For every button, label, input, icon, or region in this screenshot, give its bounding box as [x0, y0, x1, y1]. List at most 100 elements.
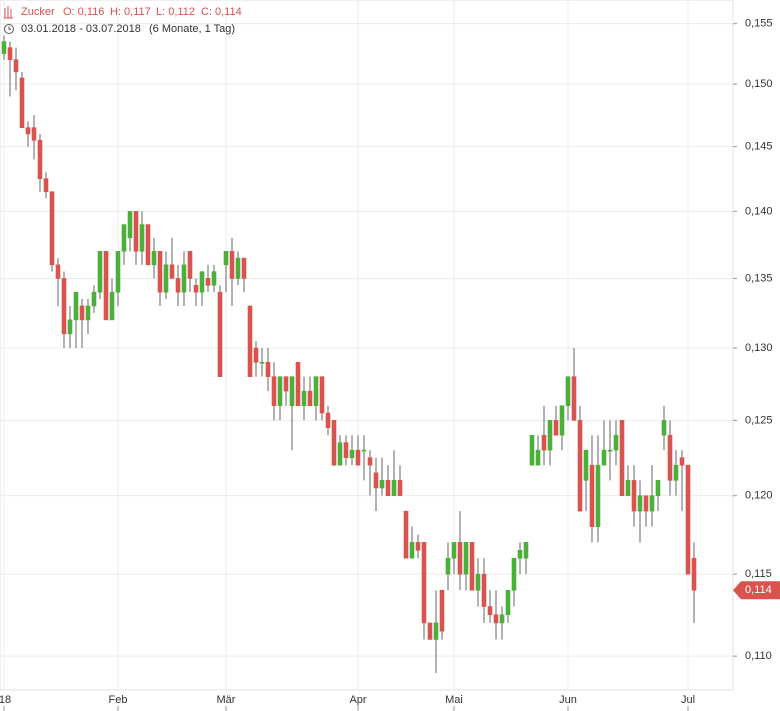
candle	[409, 526, 415, 559]
legend: Zucker O: 0,116 H: 0,117 L: 0,112 C: 0,1…	[4, 6, 242, 35]
candle	[223, 251, 229, 293]
instrument-name: Zucker	[21, 6, 55, 18]
candle	[511, 557, 517, 607]
candle	[259, 348, 265, 377]
candle	[37, 133, 43, 192]
candle	[79, 299, 85, 349]
candle-body	[7, 47, 13, 60]
candle	[385, 465, 391, 496]
candle	[43, 172, 49, 199]
candle	[265, 348, 271, 392]
candle	[157, 251, 163, 306]
candle-body	[553, 420, 559, 436]
candle	[661, 405, 667, 451]
candle-body	[283, 376, 289, 392]
candle	[313, 376, 319, 421]
candle-body	[403, 510, 409, 559]
candle-body	[343, 442, 349, 458]
candle	[19, 71, 25, 128]
candle-body	[625, 480, 631, 496]
candle-body	[619, 420, 625, 496]
ohlc-open: O: 0,116	[63, 6, 104, 18]
candle	[595, 435, 601, 543]
candle	[379, 457, 385, 496]
candle	[565, 376, 571, 421]
candle	[127, 211, 133, 252]
candle-body	[565, 376, 571, 406]
candle-body	[691, 557, 697, 591]
candle-body	[337, 442, 343, 466]
candle-body	[409, 542, 415, 559]
candle-body	[43, 178, 49, 193]
candle-body	[277, 376, 283, 406]
candle-body	[235, 257, 241, 279]
candle	[253, 340, 259, 377]
candle-body	[679, 457, 685, 466]
x-tick-label: Jun	[559, 694, 577, 706]
candle-body	[31, 127, 37, 141]
candle-body	[367, 457, 373, 466]
candle-body	[361, 449, 367, 452]
candle	[451, 542, 457, 575]
candle-body	[193, 284, 199, 293]
candle	[577, 405, 583, 512]
candle	[481, 558, 487, 623]
clock-icon	[4, 24, 14, 34]
y-tick-label: 0,125	[745, 414, 773, 426]
candle-body	[577, 420, 583, 512]
y-tick-label: 0,130	[745, 342, 773, 354]
candle-body	[589, 464, 595, 527]
candle-body	[661, 420, 667, 436]
candle	[307, 376, 313, 406]
candle-body	[517, 549, 523, 559]
candle-body	[379, 480, 385, 489]
candle	[151, 237, 157, 279]
candle	[211, 264, 217, 293]
candle-body	[109, 291, 115, 321]
candle	[643, 495, 649, 527]
candle-body	[601, 449, 607, 466]
candle-body	[13, 59, 19, 73]
candle	[337, 435, 343, 466]
candle-body	[223, 251, 229, 266]
candle-body	[163, 264, 169, 293]
candle-body	[451, 542, 457, 559]
y-tick-label: 0,150	[745, 78, 773, 90]
candle	[631, 465, 637, 527]
candle	[55, 258, 61, 306]
candle	[361, 435, 367, 481]
candle-body	[667, 434, 673, 481]
candle-body	[385, 480, 391, 496]
candle	[49, 191, 55, 272]
candle-body	[433, 622, 439, 640]
candle	[289, 376, 295, 451]
ohlc-close: C: 0,114	[201, 6, 242, 18]
candle-body	[175, 278, 181, 293]
candle-body	[391, 480, 397, 496]
candle-body	[505, 589, 511, 616]
y-tick-label: 0,135	[745, 272, 773, 284]
candle-body	[73, 291, 79, 321]
grid	[0, 0, 733, 690]
candle	[421, 542, 427, 640]
candle-body	[247, 305, 253, 377]
candle-body	[121, 224, 127, 252]
candle-body	[1, 41, 7, 54]
candle-body	[271, 376, 277, 406]
candle	[685, 464, 691, 575]
candle	[541, 405, 547, 466]
x-tick-label: Jul	[681, 694, 695, 706]
candle-body	[217, 291, 223, 377]
candle-body	[541, 434, 547, 451]
candle	[103, 251, 109, 321]
x-tick-label: Mai	[445, 694, 463, 706]
candle-body	[685, 464, 691, 575]
candle	[205, 264, 211, 293]
candle-body	[637, 495, 643, 512]
x-tick-label: Mär	[217, 694, 236, 706]
candle-body	[115, 251, 121, 293]
candle	[229, 237, 235, 306]
candle	[469, 542, 475, 591]
candle-body	[607, 449, 613, 452]
candle-body	[427, 622, 433, 640]
